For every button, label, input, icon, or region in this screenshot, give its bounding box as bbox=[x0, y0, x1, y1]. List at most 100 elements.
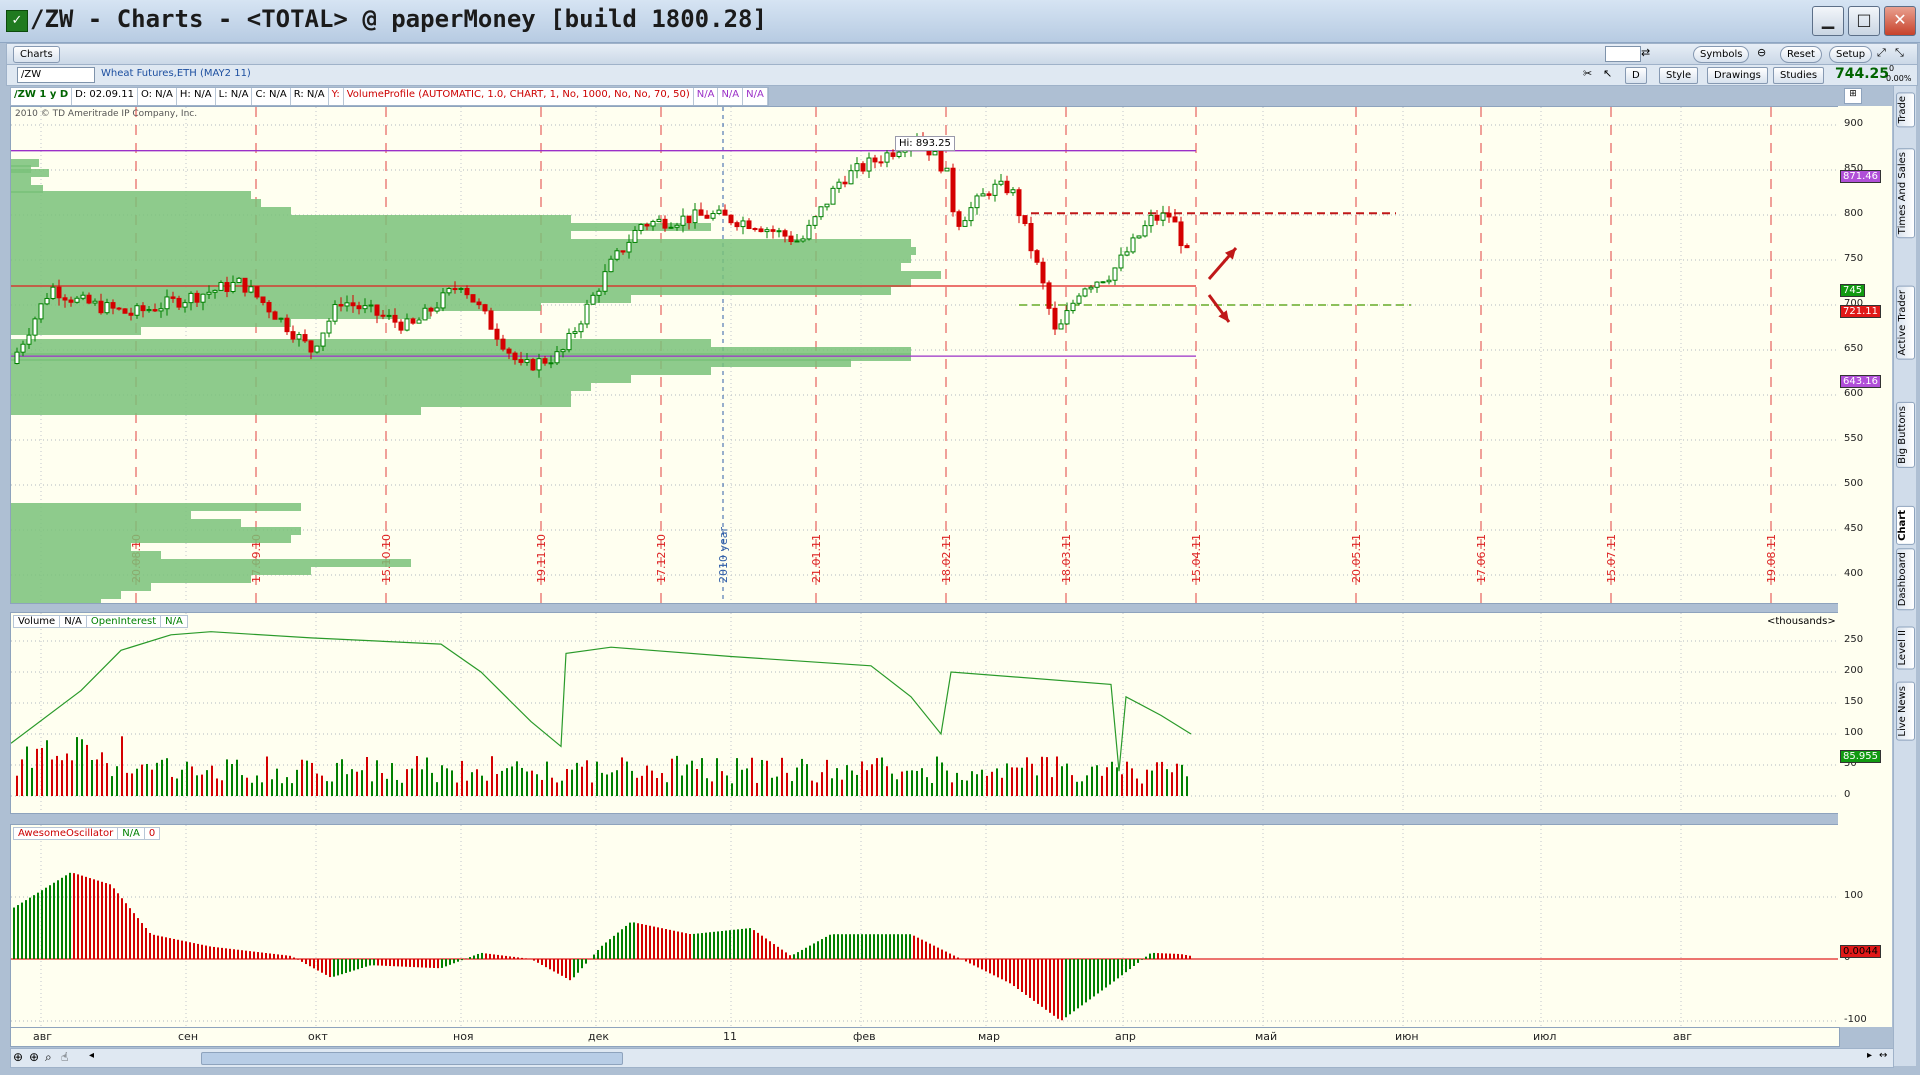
period-label: 21.01.11 bbox=[810, 534, 823, 583]
volume-axis-label: 0 bbox=[1844, 789, 1851, 800]
period-label: 15.04.11 bbox=[1190, 534, 1203, 583]
pin-icon[interactable]: ⤢ bbox=[1877, 46, 1886, 59]
crosshair-icon[interactable]: ✂ bbox=[1583, 67, 1593, 80]
profile-bar bbox=[11, 223, 711, 231]
minus-icon[interactable]: ⊖ bbox=[1757, 46, 1767, 59]
ao-axis-label: 100 bbox=[1844, 890, 1864, 901]
candle-body bbox=[764, 229, 770, 233]
high-label: Hi: 893.25 bbox=[895, 136, 955, 151]
chart-scrollbar[interactable]: ⊕ ⊕ ⌕ ☝ ◂ ▸ ↔ bbox=[10, 1048, 1894, 1068]
cursor-icon[interactable]: ↖ bbox=[1603, 67, 1613, 80]
open-interest-line bbox=[11, 631, 1192, 772]
candle-body bbox=[554, 351, 560, 364]
side-tab-big-buttons[interactable]: Big Buttons bbox=[1896, 402, 1915, 468]
maximize-button[interactable]: □ bbox=[1848, 6, 1880, 36]
studies-button[interactable]: Studies bbox=[1773, 67, 1825, 84]
popout-icon[interactable]: ⤡ bbox=[1895, 46, 1904, 59]
price-panel[interactable]: 20.08.1017.09.1015.10.1019.11.1017.12.10… bbox=[10, 106, 1840, 604]
candle-body bbox=[356, 305, 362, 310]
price-axis[interactable]: 900 850 800 750 700 650 600 550 500 450 400 250 200 1… bbox=[1838, 106, 1892, 1027]
candle-body bbox=[374, 304, 380, 316]
volume-label[interactable]: Volume bbox=[14, 616, 61, 627]
magnifier-icon[interactable]: ⌕ bbox=[45, 1050, 52, 1064]
candle-body bbox=[992, 183, 998, 196]
candle-body bbox=[248, 286, 254, 293]
scroll-right-icon[interactable]: ▸ bbox=[1867, 1050, 1873, 1061]
candle-body bbox=[128, 312, 134, 316]
side-tab-active-trader[interactable]: Active Trader bbox=[1896, 286, 1915, 360]
volume-chart bbox=[11, 613, 1839, 813]
candle-body bbox=[698, 209, 704, 216]
chart-settings-icon[interactable]: ⊞ bbox=[1844, 88, 1862, 104]
side-tab-level-ii[interactable]: Level II bbox=[1896, 626, 1915, 670]
side-tab-chart[interactable]: Chart bbox=[1896, 506, 1915, 545]
candle-body bbox=[392, 314, 398, 323]
side-tab-times-and-sales[interactable]: Times And Sales bbox=[1896, 148, 1915, 239]
aggregation-label[interactable]: /ZW 1 y D bbox=[11, 88, 73, 105]
month-label: июл bbox=[1533, 1030, 1557, 1043]
bar-high: H: N/A bbox=[177, 88, 216, 105]
profile-bar bbox=[11, 391, 571, 399]
scroll-thumb[interactable] bbox=[201, 1052, 623, 1065]
symbols-button[interactable]: Symbols bbox=[1693, 46, 1750, 63]
side-tab-dashboard[interactable]: Dashboard bbox=[1896, 548, 1915, 611]
expand-icon[interactable]: ↔ bbox=[1879, 1050, 1888, 1061]
profile-bar bbox=[11, 591, 121, 599]
study-label[interactable]: VolumeProfile (AUTOMATIC, 1.0, CHART, 1,… bbox=[344, 88, 694, 105]
side-tab-trade[interactable]: Trade bbox=[1896, 92, 1915, 128]
color-box[interactable] bbox=[1605, 46, 1641, 62]
candle-body bbox=[746, 220, 752, 230]
candle-body bbox=[968, 207, 974, 222]
candle-body bbox=[986, 193, 992, 196]
profile-bar bbox=[11, 383, 591, 391]
candle-body bbox=[866, 157, 872, 172]
scroll-left-icon[interactable]: ◂ bbox=[89, 1050, 95, 1061]
setup-button[interactable]: Setup bbox=[1829, 46, 1873, 63]
tab-charts[interactable]: Charts bbox=[13, 46, 60, 63]
candle-body bbox=[1088, 286, 1094, 290]
volume-panel[interactable]: Volume N/A OpenInterest N/A <thousands> bbox=[10, 612, 1840, 814]
profile-bar bbox=[11, 567, 311, 575]
reset-button[interactable]: Reset bbox=[1780, 46, 1822, 63]
symbol-input[interactable]: /ZW bbox=[17, 67, 95, 83]
candle-body bbox=[782, 230, 788, 237]
month-label: сен bbox=[178, 1030, 199, 1043]
app-icon: ✓ bbox=[6, 10, 28, 32]
candle-body bbox=[68, 299, 74, 303]
open-interest-label[interactable]: OpenInterest bbox=[87, 616, 162, 627]
candle-body bbox=[38, 303, 44, 320]
period-button[interactable]: D bbox=[1625, 67, 1647, 84]
ao-value: N/A bbox=[118, 828, 145, 839]
ao-label[interactable]: AwesomeOscillator bbox=[14, 828, 119, 839]
candle-body bbox=[182, 302, 188, 308]
candle-body bbox=[1154, 214, 1160, 221]
profile-bar bbox=[11, 503, 301, 511]
zoom-out-icon[interactable]: ⊕ bbox=[29, 1050, 40, 1064]
drawings-button[interactable]: Drawings bbox=[1707, 67, 1768, 84]
candle-body bbox=[614, 250, 620, 260]
candle-body bbox=[524, 359, 530, 363]
candle-body bbox=[1172, 216, 1178, 223]
candle-body bbox=[860, 163, 866, 172]
candle-body bbox=[1100, 281, 1106, 284]
date-axis[interactable]: авг сен окт ноя дек 11 фев мар апр май июн июл авг bbox=[10, 1027, 1840, 1047]
candle-body bbox=[620, 250, 626, 253]
candle-body bbox=[488, 310, 494, 330]
hand-icon[interactable]: ☝ bbox=[61, 1050, 69, 1064]
candle-body bbox=[590, 294, 596, 305]
candle-body bbox=[710, 213, 716, 219]
side-tab-live-news[interactable]: Live News bbox=[1896, 682, 1915, 741]
candle-body bbox=[56, 286, 62, 299]
minimize-button[interactable]: ▁ bbox=[1812, 6, 1844, 36]
candle-body bbox=[962, 220, 968, 227]
oscillator-panel[interactable]: AwesomeOscillator N/A 0 bbox=[10, 824, 1840, 1029]
close-button[interactable]: ✕ bbox=[1884, 6, 1916, 36]
candle-body bbox=[1118, 254, 1124, 269]
study-value-2: N/A bbox=[718, 88, 744, 105]
price-axis-label: 800 bbox=[1844, 208, 1864, 219]
profile-bar bbox=[11, 599, 101, 603]
style-button[interactable]: Style bbox=[1659, 67, 1699, 84]
candle-body bbox=[560, 349, 566, 353]
zoom-in-icon[interactable]: ⊕ bbox=[13, 1050, 24, 1064]
link-icon[interactable]: ⇄ bbox=[1641, 46, 1651, 59]
